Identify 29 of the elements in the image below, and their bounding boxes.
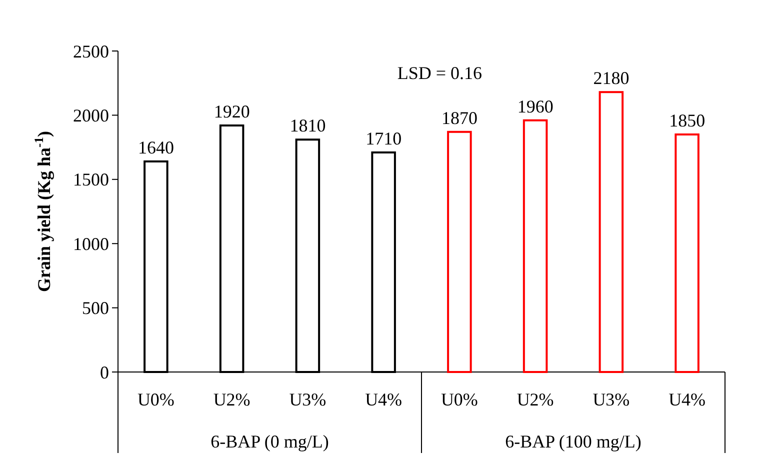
- x-tick-label: U0%: [137, 389, 174, 410]
- text: 6-BAP (0 mg/L): [210, 431, 329, 452]
- data-label: 2180: [593, 68, 630, 88]
- y-tick-label: 1000: [73, 234, 109, 254]
- data-label: 1960: [517, 96, 554, 116]
- x-tick-label: U2%: [213, 389, 250, 410]
- x-tick-label: U3%: [592, 389, 630, 410]
- data-label: 1850: [669, 110, 706, 130]
- data-label: 1640: [138, 137, 174, 158]
- y-tick-label: 1500: [73, 170, 109, 190]
- x-tick-label: U0%: [440, 389, 478, 410]
- data-label: 1810: [290, 116, 326, 136]
- x-tick-label: U4%: [365, 389, 402, 410]
- annotation: LSD = 0.16: [397, 63, 482, 83]
- y-tick-label: 2000: [73, 106, 109, 126]
- data-label: 1920: [214, 101, 250, 122]
- bar: [522, 119, 548, 373]
- bar: [447, 130, 472, 373]
- y-tick-label: 0: [100, 362, 109, 382]
- text: 6-BAP (100 mg/L): [505, 431, 642, 452]
- data-label: 1870: [441, 108, 478, 128]
- bar: [674, 133, 700, 373]
- x-tick-label: U3%: [289, 389, 326, 410]
- bar: [598, 91, 624, 373]
- x-tick-label: U4%: [668, 389, 706, 410]
- y-tick-label: 2500: [73, 41, 109, 62]
- x-tick-label: U2%: [516, 389, 554, 410]
- data-label: 1710: [366, 128, 402, 148]
- y-tick-label: 500: [82, 298, 109, 318]
